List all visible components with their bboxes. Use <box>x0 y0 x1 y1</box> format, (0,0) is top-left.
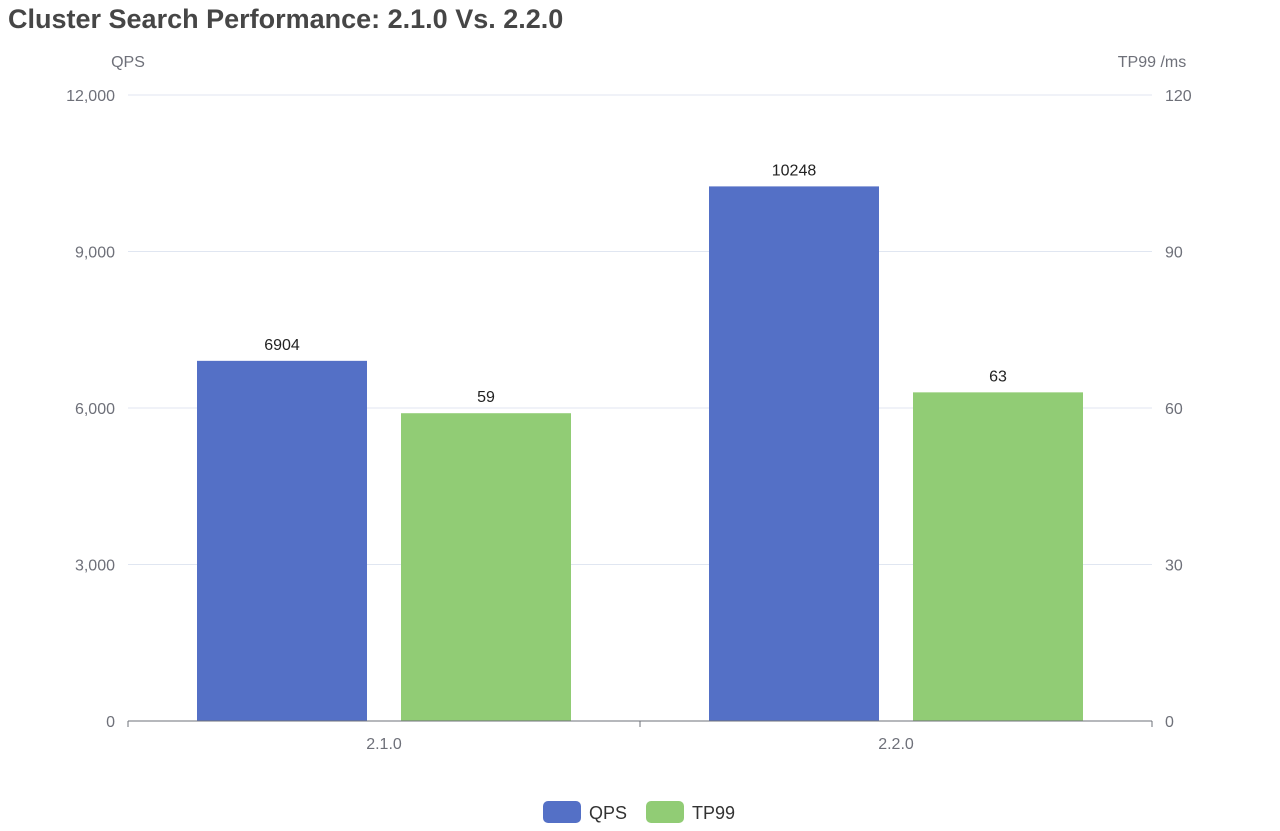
x-tick-label: 2.2.0 <box>878 736 914 753</box>
legend-item-tp99[interactable]: TP99 <box>646 801 735 823</box>
y-left-tick-label: 3,000 <box>75 558 115 575</box>
y-left-tick-label: 0 <box>106 714 115 731</box>
legend-item-qps[interactable]: QPS <box>543 801 627 823</box>
x-tick-label: 2.1.0 <box>366 736 402 753</box>
bar-tp99-2.1.0[interactable] <box>401 413 571 721</box>
y-left-tick-label: 12,000 <box>66 88 115 105</box>
bar-qps-2.2.0[interactable] <box>709 186 879 721</box>
y-left-axis-label: QPS <box>111 54 145 71</box>
y-left-tick-label: 9,000 <box>75 245 115 262</box>
data-label: 63 <box>989 368 1007 385</box>
y-left-tick-label: 6,000 <box>75 401 115 418</box>
legend-label: QPS <box>589 803 627 823</box>
legend-label: TP99 <box>692 803 735 823</box>
y-right-tick-label: 60 <box>1165 401 1183 418</box>
data-label: 59 <box>477 389 495 406</box>
legend-swatch <box>543 801 581 823</box>
y-right-tick-label: 0 <box>1165 714 1174 731</box>
data-label: 6904 <box>264 337 300 354</box>
bar-qps-2.1.0[interactable] <box>197 360 367 721</box>
y-right-tick-label: 30 <box>1165 558 1183 575</box>
data-label: 10248 <box>772 162 817 179</box>
bar-tp99-2.2.0[interactable] <box>913 392 1083 721</box>
legend-swatch <box>646 801 684 823</box>
chart-title: Cluster Search Performance: 2.1.0 Vs. 2.… <box>8 4 564 34</box>
y-right-tick-label: 120 <box>1165 88 1192 105</box>
y-right-axis-label: TP99 /ms <box>1118 54 1186 71</box>
y-right-tick-label: 90 <box>1165 245 1183 262</box>
